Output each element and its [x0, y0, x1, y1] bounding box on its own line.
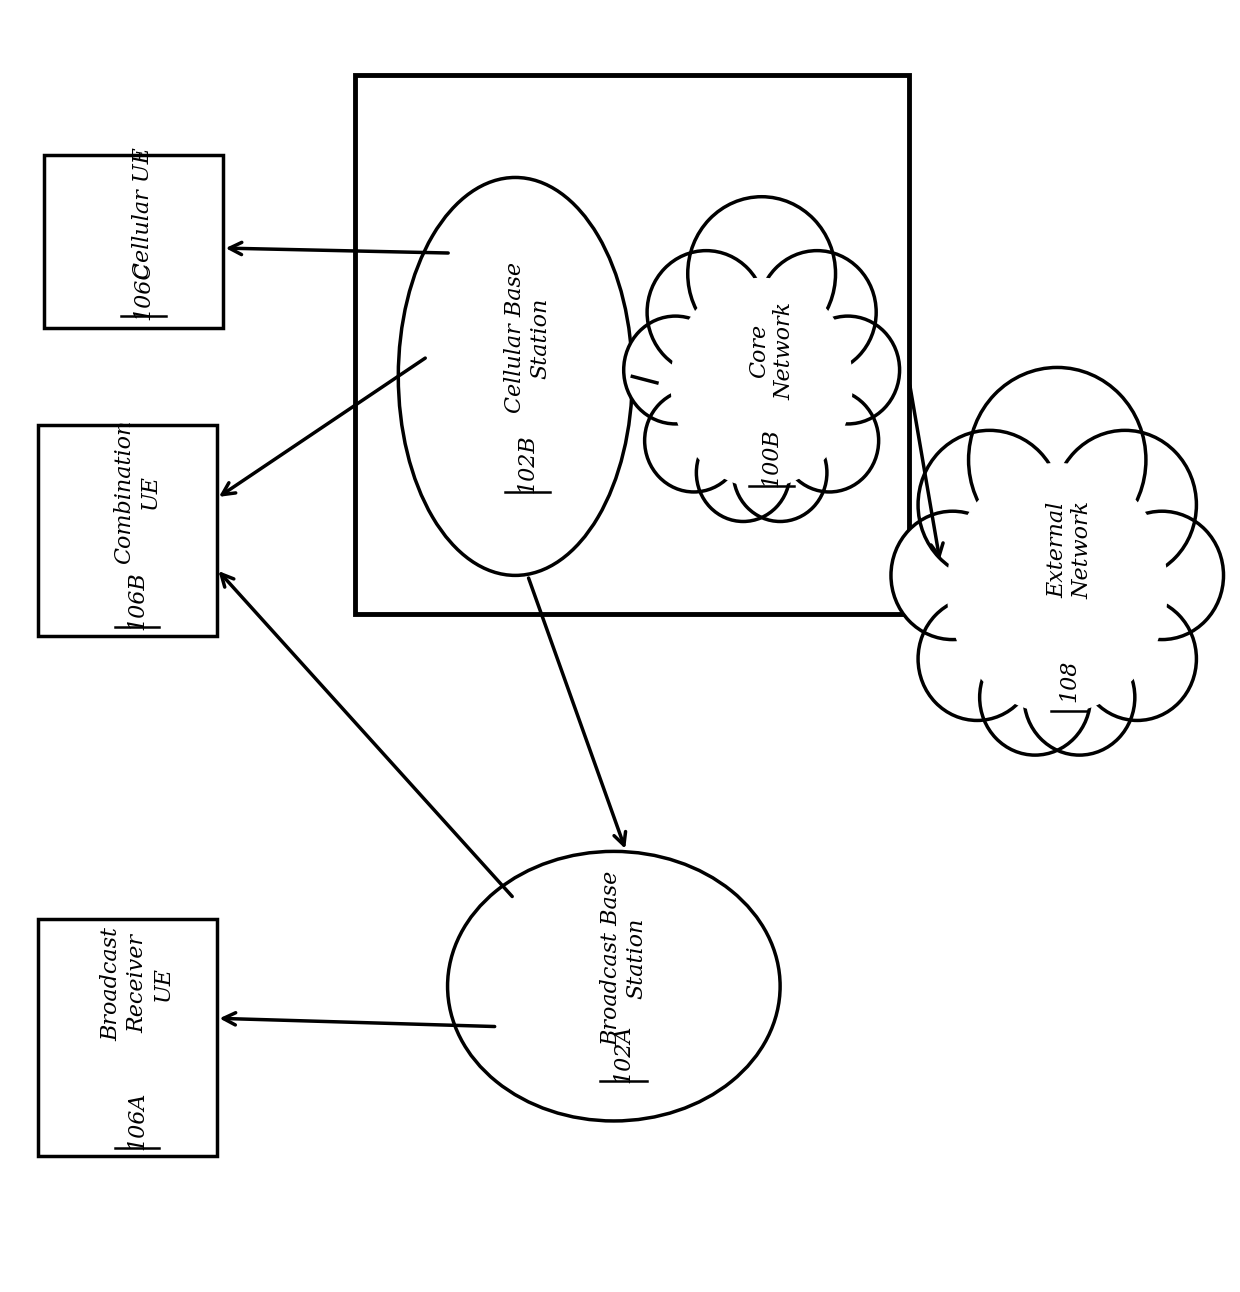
Circle shape: [758, 251, 877, 373]
Circle shape: [980, 640, 1090, 755]
Text: Broadcast
Receiver
UE: Broadcast Receiver UE: [100, 926, 174, 1040]
Text: 106A: 106A: [126, 1092, 149, 1150]
Ellipse shape: [671, 278, 852, 487]
Circle shape: [968, 367, 1146, 552]
Text: Combination
UE: Combination UE: [114, 420, 161, 565]
Circle shape: [1079, 597, 1197, 721]
FancyBboxPatch shape: [38, 425, 217, 637]
Circle shape: [892, 512, 1014, 640]
Circle shape: [697, 424, 790, 522]
Text: 108: 108: [1059, 659, 1080, 702]
Text: 106B: 106B: [126, 571, 149, 630]
Ellipse shape: [398, 177, 632, 575]
FancyBboxPatch shape: [38, 919, 217, 1156]
Text: External
Network: External Network: [1045, 501, 1094, 598]
Text: Core
Network: Core Network: [748, 302, 795, 399]
Ellipse shape: [947, 464, 1167, 713]
Circle shape: [688, 196, 836, 350]
FancyBboxPatch shape: [45, 155, 223, 328]
Text: 100B: 100B: [760, 428, 782, 487]
Text: 102B: 102B: [517, 434, 538, 494]
Text: Cellular UE: Cellular UE: [133, 147, 154, 279]
Circle shape: [1054, 430, 1197, 579]
Circle shape: [624, 317, 727, 424]
Text: Cellular Base
Station: Cellular Base Station: [503, 262, 552, 413]
Circle shape: [780, 389, 879, 492]
Ellipse shape: [448, 851, 780, 1121]
Circle shape: [733, 424, 827, 522]
Text: 106C: 106C: [133, 261, 154, 320]
Circle shape: [645, 389, 743, 492]
Circle shape: [918, 597, 1037, 721]
Circle shape: [796, 317, 899, 424]
Circle shape: [918, 430, 1061, 579]
Circle shape: [647, 251, 765, 373]
Text: Broadcast Base
Station: Broadcast Base Station: [600, 871, 647, 1045]
Circle shape: [1024, 640, 1135, 755]
Circle shape: [1100, 512, 1224, 640]
FancyBboxPatch shape: [355, 75, 909, 614]
Text: 102A: 102A: [613, 1025, 635, 1084]
